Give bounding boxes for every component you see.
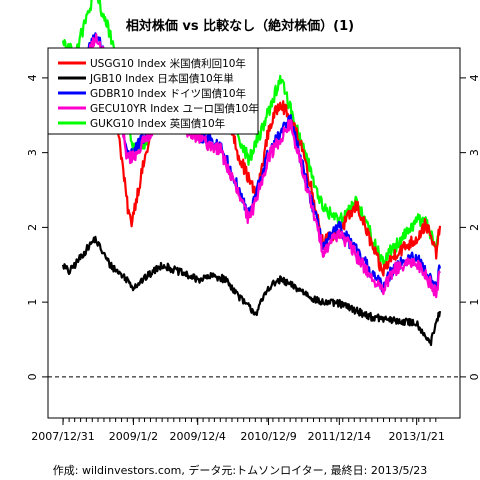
y-tick-label-left: 3	[26, 149, 39, 156]
y-tick-label-left: 4	[26, 74, 39, 81]
series-layer	[61, 0, 442, 347]
x-tick-label: 2009/12/4	[170, 430, 226, 443]
x-tick-label: 2013/1/21	[388, 430, 444, 443]
series-line	[62, 74, 442, 277]
y-tick-label-right: 4	[468, 74, 480, 81]
y-tick-label-left: 2	[26, 224, 39, 231]
x-tick-label: 2011/12/14	[308, 430, 371, 443]
axes-layer: 0 0 1 1 2 2 3 3 4 4 2007/12/31 2009/1/2 2009/12/4 201…	[26, 74, 480, 443]
legend: USGG10 Index 米国債利回10年 JGB10 Index 日本国債10年…	[47, 47, 259, 135]
y-tick-label-right: 1	[468, 299, 480, 306]
chart-caption: 作成: wildinvestors.com, データ元:トムソンロイター, 最終…	[53, 463, 427, 477]
y-tick-label-left: 0	[26, 373, 39, 380]
legend-label: USGG10 Index 米国債利回10年	[90, 57, 246, 70]
x-tick-label: 2007/12/31	[31, 430, 94, 443]
chart-title: 相対株価 vs 比較なし（絶対株価）(1)	[126, 18, 354, 34]
y-tick-label-left: 1	[26, 299, 39, 306]
y-tick-label-right: 3	[468, 149, 480, 156]
y-tick-label-right: 0	[468, 373, 480, 380]
series-line	[61, 235, 442, 347]
legend-label: JGB10 Index 日本国債10年単	[89, 72, 234, 85]
legend-label: GDBR10 Index ドイツ国債10年	[90, 87, 246, 100]
legend-label: GUKG10 Index 英国債10年	[90, 117, 225, 130]
series-line	[61, 33, 441, 299]
legend-label: GECU10YR Index ユーロ国債10年	[90, 102, 259, 115]
x-tick-label: 2010/12/9	[240, 430, 296, 443]
x-tick-label: 2009/1/2	[109, 430, 158, 443]
y-tick-label-right: 2	[468, 224, 480, 231]
